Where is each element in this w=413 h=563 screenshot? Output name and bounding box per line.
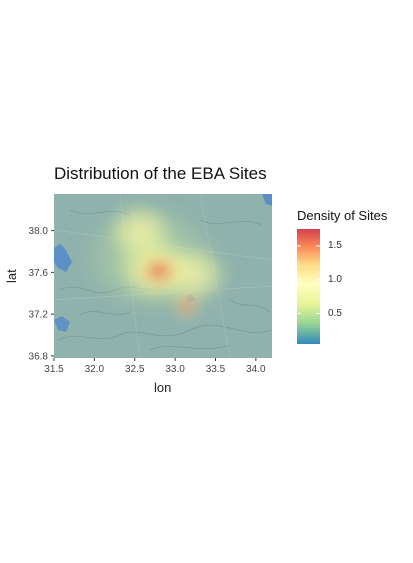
y-tick-label: 38.0: [29, 226, 49, 237]
y-tick-label: 36.8: [29, 351, 49, 362]
legend-tick-label: 1.0: [328, 273, 342, 285]
density-peak-main: [133, 251, 185, 291]
y-tick-label: 37.6: [29, 268, 49, 279]
x-tick-label: 32.5: [125, 364, 145, 375]
legend-tick-label: 0.5: [328, 307, 342, 319]
y-axis: 36.8 37.2 37.6 38.0: [29, 226, 54, 362]
chart-title: Distribution of the EBA Sites: [54, 164, 267, 183]
x-tick-label: 34.0: [246, 364, 266, 375]
density-overlay: [80, 202, 229, 320]
lake-southwest: [54, 316, 70, 332]
x-axis: 31.5 32.0 32.5 33.0 33.5 34.0: [44, 358, 266, 375]
legend-colorbar: [297, 229, 320, 344]
lake-north-east: [262, 194, 272, 206]
map-panel: [54, 194, 272, 358]
x-tick-label: 32.0: [85, 364, 105, 375]
density-peak-south: [171, 292, 203, 320]
x-tick-label: 33.0: [165, 364, 185, 375]
x-tick-label: 33.5: [206, 364, 226, 375]
lake-west: [54, 244, 72, 272]
y-tick-label: 37.2: [29, 310, 49, 321]
legend-ticks: [297, 245, 320, 315]
legend-tick-label: 1.5: [328, 239, 342, 251]
y-axis-title: lat: [4, 269, 19, 283]
legend-title: Density of Sites: [297, 208, 388, 223]
x-tick-label: 31.5: [44, 364, 64, 375]
x-axis-title: lon: [154, 380, 172, 395]
